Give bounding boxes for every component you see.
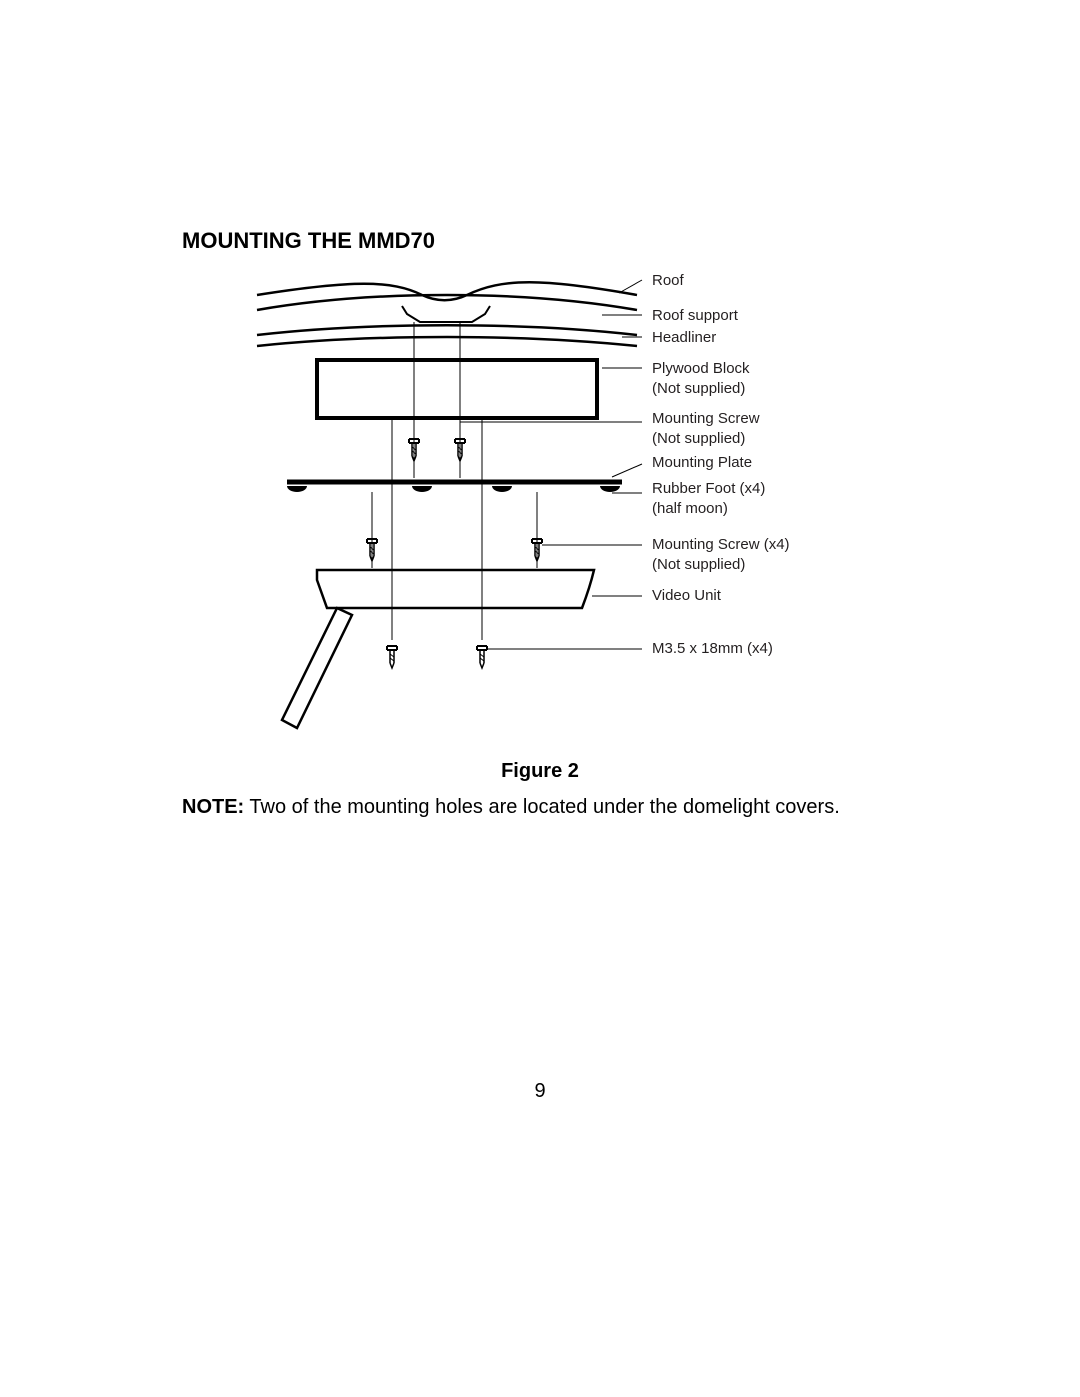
figure-caption: Figure 2 xyxy=(0,760,1080,783)
svg-text:Roof support: Roof support xyxy=(652,307,739,324)
note-label: NOTE: xyxy=(182,796,244,818)
page-number: 9 xyxy=(0,1080,1080,1103)
svg-text:Headliner: Headliner xyxy=(652,329,716,346)
svg-text:(Not supplied): (Not supplied) xyxy=(652,556,745,573)
svg-text:Plywood Block: Plywood Block xyxy=(652,360,750,377)
svg-text:Video Unit: Video Unit xyxy=(652,587,722,604)
svg-text:Mounting Plate: Mounting Plate xyxy=(652,454,752,471)
svg-text:(Not supplied): (Not supplied) xyxy=(652,380,745,397)
svg-text:Roof: Roof xyxy=(652,272,685,289)
page: MOUNTING THE MMD70 Roof Roof support Headl… xyxy=(0,0,1080,1397)
svg-text:Rubber Foot (x4): Rubber Foot (x4) xyxy=(652,480,765,497)
section-heading: MOUNTING THE MMD70 xyxy=(182,228,435,254)
mounting-diagram: Roof Roof support Headliner Plywood Block (N… xyxy=(182,260,902,740)
svg-text:(Not supplied): (Not supplied) xyxy=(652,430,745,447)
note-body: Two of the mounting holes are located un… xyxy=(244,796,840,818)
svg-text:M3.5 x 18mm (x4): M3.5 x 18mm (x4) xyxy=(652,640,773,657)
svg-text:Mounting Screw: Mounting Screw xyxy=(652,410,760,427)
diagram-svg: Roof Roof support Headliner Plywood Block (N… xyxy=(182,260,902,740)
note-text: NOTE: Two of the mounting holes are loca… xyxy=(182,794,902,821)
svg-text:(half moon): (half moon) xyxy=(652,500,728,517)
svg-text:Mounting Screw (x4): Mounting Screw (x4) xyxy=(652,536,790,553)
